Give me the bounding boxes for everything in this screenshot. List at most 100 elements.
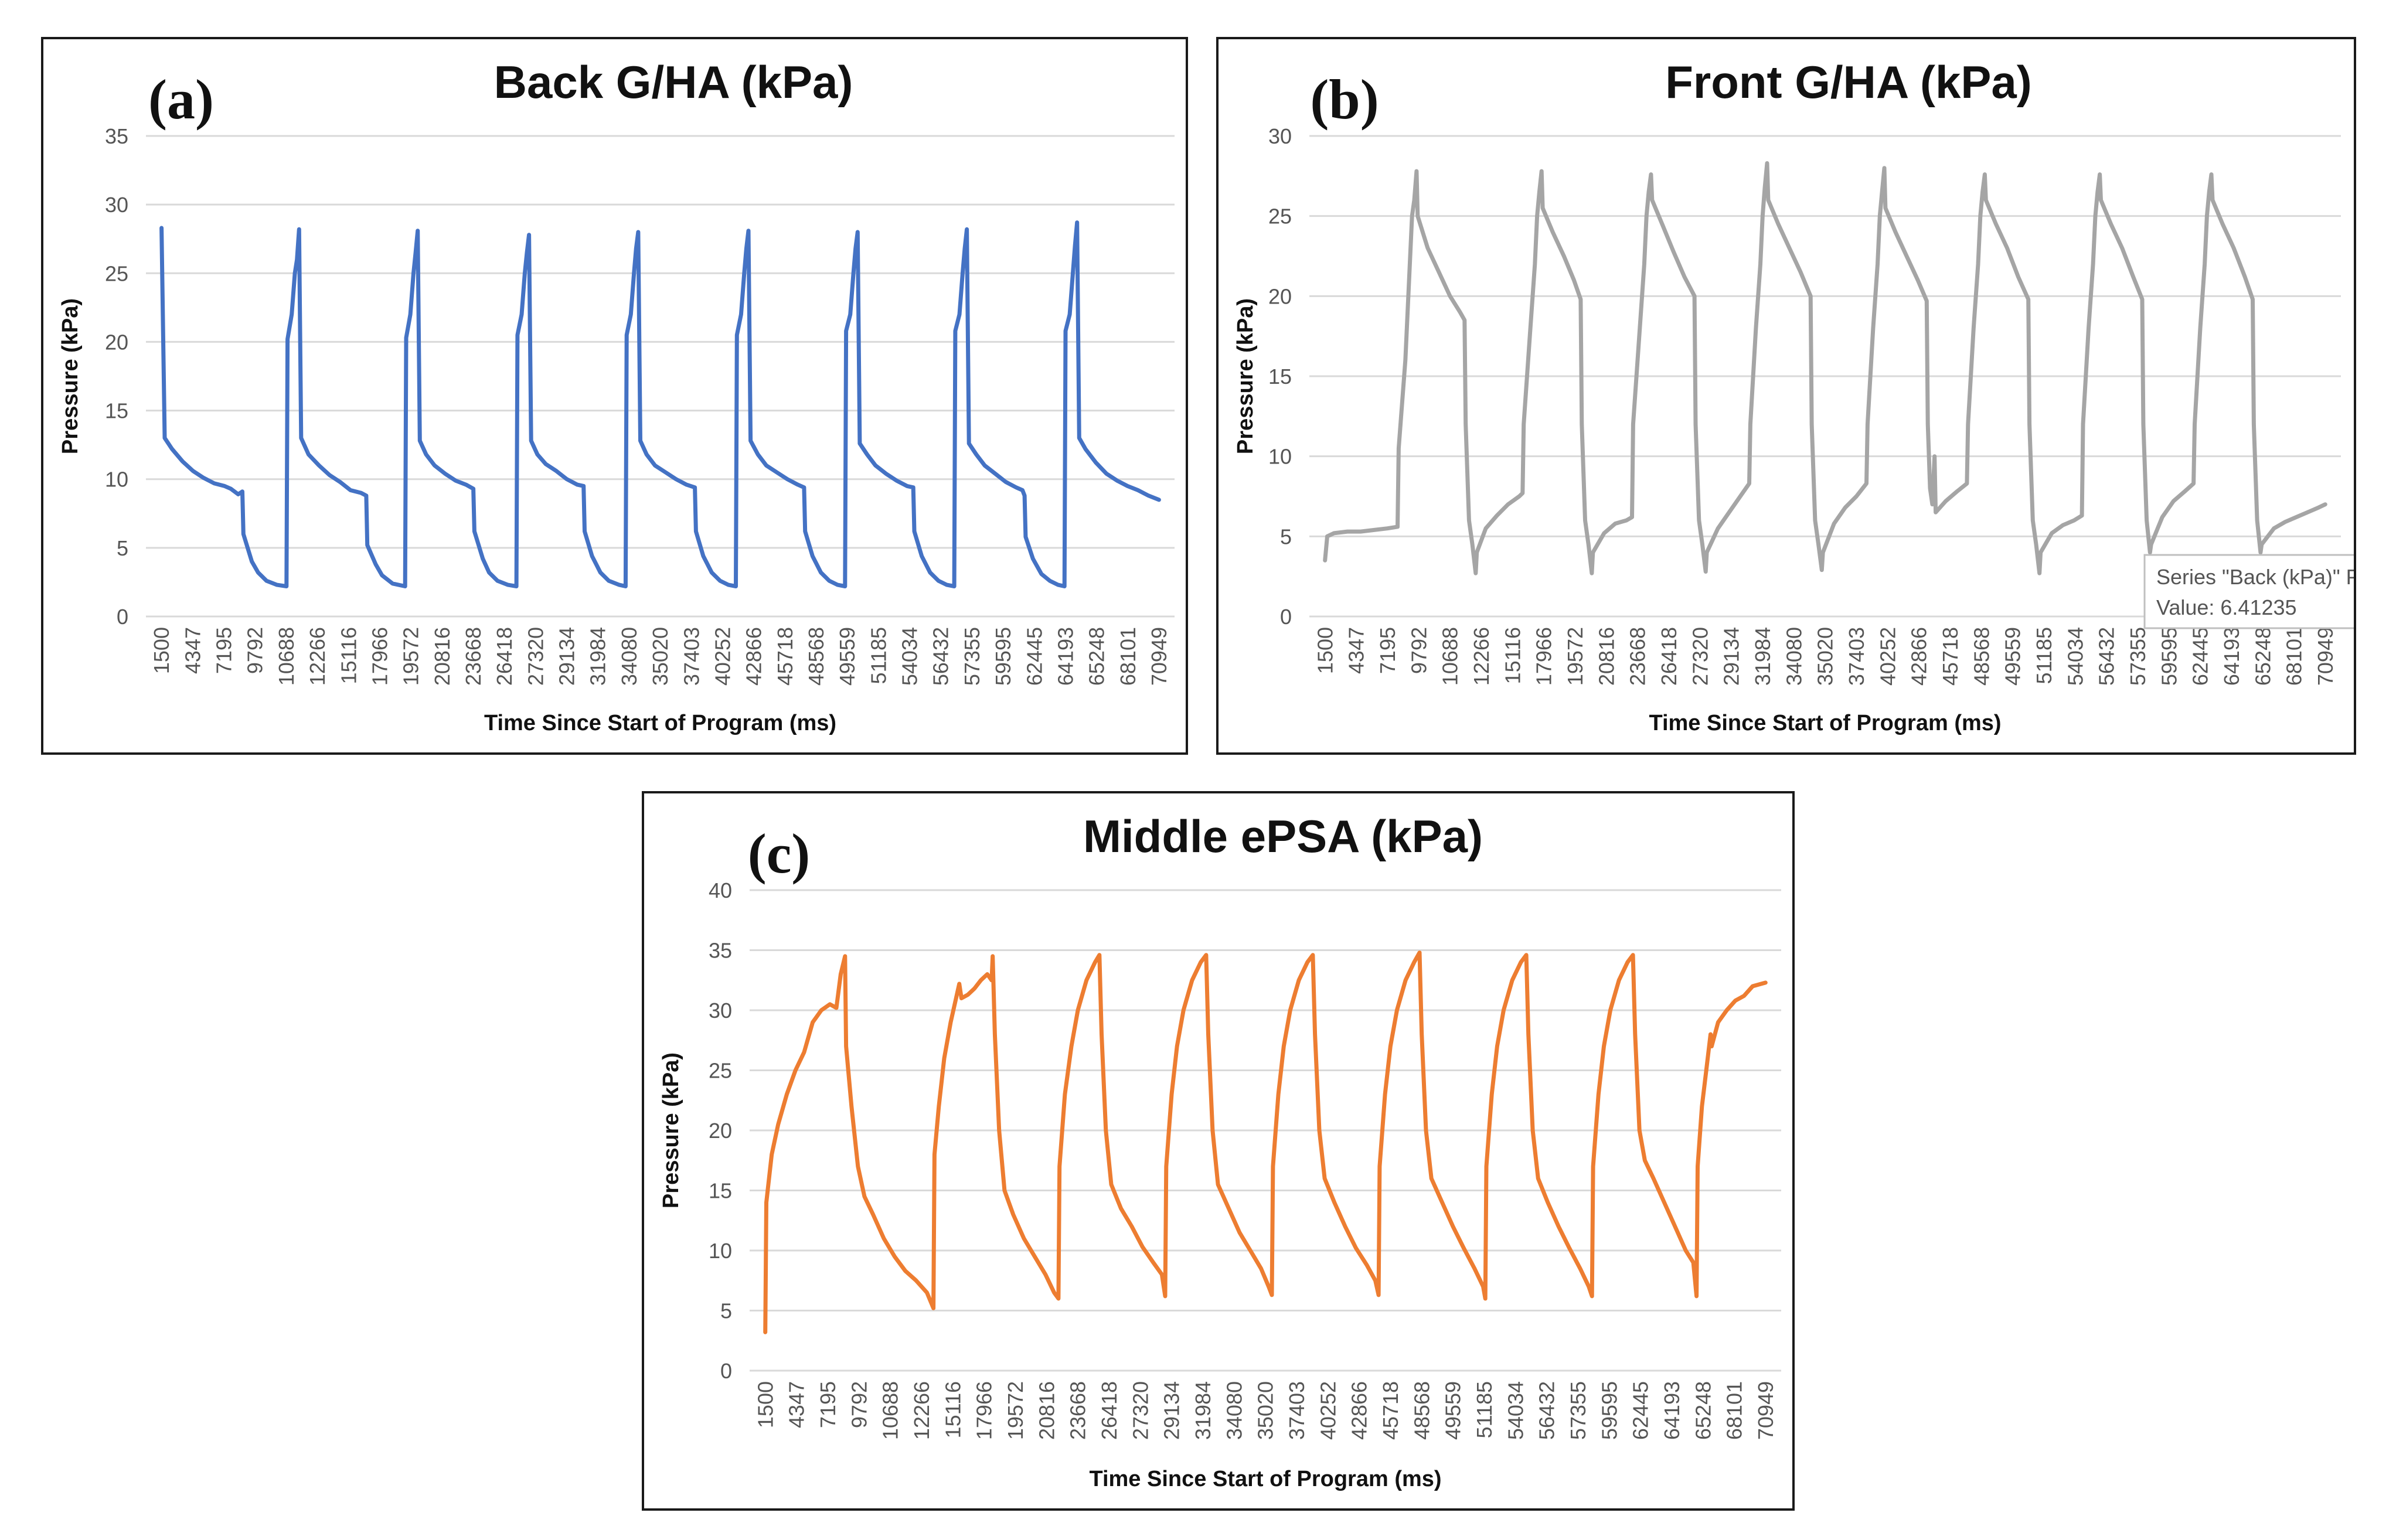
x-tick-label: 40252 bbox=[1316, 1381, 1340, 1440]
x-tick-label: 70949 bbox=[1147, 627, 1171, 686]
x-tick-label: 68101 bbox=[1723, 1381, 1747, 1440]
x-tick-label: 12266 bbox=[305, 627, 329, 686]
tooltip-value-text: Value: 6.41235 bbox=[2156, 595, 2297, 619]
x-tick-label: 45718 bbox=[1379, 1381, 1403, 1440]
chart-panel-c: Middle ePSA (kPa) (c) 0 5 10 15 20 25 30 35 40 1500… bbox=[642, 791, 1795, 1511]
x-tick-label: 45718 bbox=[773, 627, 797, 686]
x-tick-label: 34080 bbox=[1222, 1381, 1246, 1440]
x-tick-label: 1500 bbox=[753, 1381, 777, 1428]
y-tick-label: 20 bbox=[1268, 284, 1292, 308]
x-tick-label: 15116 bbox=[1500, 627, 1524, 684]
y-axis-label: Pressure (kPa) bbox=[58, 298, 83, 454]
x-tick-label: 19572 bbox=[1563, 627, 1587, 686]
panel-letter: (c) bbox=[748, 822, 811, 885]
y-tick-label: 40 bbox=[709, 878, 732, 902]
y-tick-label: 0 bbox=[720, 1359, 732, 1383]
x-tick-label: 26418 bbox=[1657, 627, 1681, 686]
x-tick-label: 51185 bbox=[866, 627, 890, 684]
x-tick-label: 4347 bbox=[1345, 627, 1369, 674]
x-tick-label: 4347 bbox=[785, 1381, 809, 1428]
x-tick-label: 48568 bbox=[1410, 1381, 1434, 1440]
series-line[interactable] bbox=[1323, 161, 2327, 575]
x-tick-label: 65248 bbox=[2251, 627, 2275, 686]
chart-svg: Middle ePSA (kPa) (c) 0 5 10 15 20 25 30 35 40 1500… bbox=[659, 810, 1781, 1491]
chart-title: Middle ePSA (kPa) bbox=[1083, 810, 1483, 862]
panel-letter: (a) bbox=[148, 68, 214, 131]
y-tick-label: 10 bbox=[709, 1239, 732, 1263]
series-line[interactable] bbox=[159, 220, 1161, 588]
chart-svg: Back G/HA (kPa) (a) 0 5 10 15 20 25 30 35 1500 4347… bbox=[58, 56, 1175, 735]
x-tick-label: 51185 bbox=[2032, 627, 2056, 684]
y-tick-label: 30 bbox=[105, 193, 128, 217]
x-tick-label: 23668 bbox=[461, 627, 485, 686]
y-tick-label: 30 bbox=[709, 999, 732, 1023]
series-line[interactable] bbox=[763, 950, 1768, 1334]
x-tick-label: 57355 bbox=[2126, 627, 2150, 686]
x-tick-label: 68101 bbox=[2282, 627, 2306, 686]
x-tick-label: 29134 bbox=[1720, 627, 1744, 686]
x-tick-label: 12266 bbox=[910, 1381, 934, 1440]
x-tick-label: 7195 bbox=[212, 627, 236, 674]
chart-panel-b: Front G/HA (kPa) (b) 0 5 10 15 20 25 30 1500 4347 7… bbox=[1216, 37, 2356, 755]
x-tick-label: 70949 bbox=[2313, 627, 2337, 686]
x-tick-label: 17966 bbox=[367, 627, 392, 686]
x-tick-label: 57355 bbox=[960, 627, 984, 686]
y-tick-label: 25 bbox=[105, 261, 128, 285]
x-tick-label: 17966 bbox=[1532, 627, 1556, 686]
y-tick-label: 35 bbox=[105, 124, 128, 148]
y-tick-label: 5 bbox=[720, 1299, 732, 1323]
chart-title: Back G/HA (kPa) bbox=[494, 56, 853, 108]
x-tick-label: 42866 bbox=[1907, 627, 1931, 686]
x-tick-label: 42866 bbox=[742, 627, 766, 686]
x-axis-label: Time Since Start of Program (ms) bbox=[1649, 711, 2001, 735]
y-tick-label: 20 bbox=[105, 330, 128, 354]
x-tick-label: 48568 bbox=[1969, 627, 1993, 686]
tooltip-series-text: Series "Back (kPa)" P bbox=[2156, 565, 2354, 589]
tooltip-box bbox=[2143, 554, 2354, 629]
x-tick-label: 1500 bbox=[1313, 627, 1337, 674]
x-tick-label: 34080 bbox=[1782, 627, 1806, 686]
x-tick-label: 26418 bbox=[1097, 1381, 1121, 1440]
x-tick-label: 34080 bbox=[617, 627, 641, 686]
x-tick-label: 9792 bbox=[243, 627, 267, 674]
x-axis-label: Time Since Start of Program (ms) bbox=[484, 711, 836, 735]
x-tick-label: 62445 bbox=[1022, 627, 1046, 686]
x-tick-label: 48568 bbox=[804, 627, 828, 686]
x-tick-label: 65248 bbox=[1085, 627, 1109, 686]
chart-svg: Front G/HA (kPa) (b) 0 5 10 15 20 25 30 1500 4347 7… bbox=[1233, 56, 2354, 735]
x-tick-label: 64193 bbox=[1660, 1381, 1684, 1440]
x-tick-label: 7195 bbox=[816, 1381, 840, 1428]
x-tick-label: 56432 bbox=[2095, 627, 2119, 686]
x-tick-label: 37403 bbox=[679, 627, 703, 686]
y-tick-label: 5 bbox=[117, 536, 128, 560]
x-tick-label: 45718 bbox=[1938, 627, 1962, 686]
x-tick-label: 23668 bbox=[1626, 627, 1650, 686]
x-tick-label: 19572 bbox=[1003, 1381, 1027, 1440]
x-tick-label: 42866 bbox=[1347, 1381, 1371, 1440]
x-tick-label: 23668 bbox=[1066, 1381, 1090, 1440]
x-tick-label: 59595 bbox=[991, 627, 1015, 686]
chart-title: Front G/HA (kPa) bbox=[1665, 56, 2031, 108]
y-tick-label: 15 bbox=[1268, 364, 1292, 389]
x-tick-label: 19572 bbox=[399, 627, 423, 686]
x-tick-label: 9792 bbox=[1407, 627, 1431, 674]
chart-panel-a: Back G/HA (kPa) (a) 0 5 10 15 20 25 30 35 1500 4347… bbox=[41, 37, 1188, 755]
x-tick-label: 15116 bbox=[336, 627, 360, 684]
x-tick-label: 65248 bbox=[1691, 1381, 1715, 1440]
x-tick-label: 68101 bbox=[1116, 627, 1140, 686]
y-tick-label: 10 bbox=[105, 468, 128, 492]
x-tick-label: 29134 bbox=[1160, 1381, 1184, 1440]
x-tick-label: 1500 bbox=[149, 627, 173, 674]
x-tick-label: 4347 bbox=[181, 627, 205, 674]
x-tick-label: 27320 bbox=[1128, 1381, 1152, 1440]
x-tick-label: 57355 bbox=[1566, 1381, 1590, 1440]
x-tick-label: 49559 bbox=[835, 627, 859, 686]
x-tick-label: 40252 bbox=[1876, 627, 1900, 686]
y-tick-label: 30 bbox=[1268, 124, 1292, 148]
y-tick-label: 0 bbox=[117, 605, 128, 629]
x-tick-label: 35020 bbox=[1813, 627, 1837, 686]
x-tick-label: 59595 bbox=[2157, 627, 2181, 686]
x-tick-label: 35020 bbox=[1254, 1381, 1278, 1440]
x-tick-label: 29134 bbox=[555, 627, 579, 686]
y-tick-label: 15 bbox=[709, 1179, 732, 1203]
